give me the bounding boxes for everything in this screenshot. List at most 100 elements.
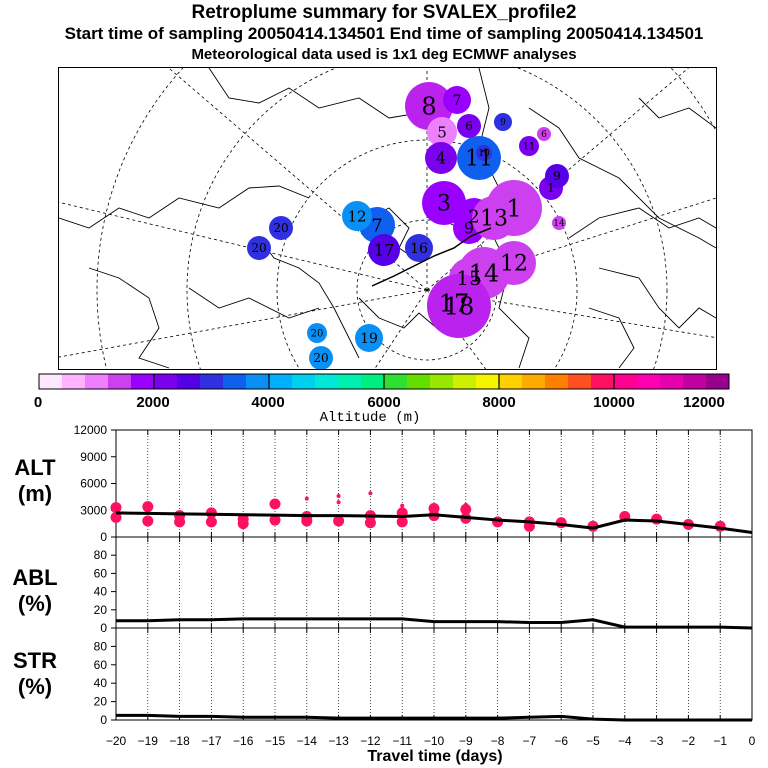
plume-label: 19	[360, 331, 378, 347]
coastline	[88, 267, 170, 369]
str-ytick-label: 60	[94, 658, 108, 672]
alt-plume-marker	[205, 516, 217, 528]
plume-marker	[492, 241, 536, 285]
str-ytick-label: 0	[100, 713, 107, 727]
colorbar-tick-label: 12000	[683, 394, 725, 411]
coastline	[188, 287, 320, 319]
alt-plume-marker	[269, 514, 281, 526]
abl-ytick-label: 20	[94, 603, 108, 617]
x-tick-label: −13	[328, 734, 349, 748]
alt-plume-marker	[492, 516, 504, 528]
colorbar-swatch	[292, 374, 316, 389]
alt-panel-label: ALT (m)	[0, 455, 70, 507]
str-ytick-label: 80	[94, 639, 108, 653]
alt-plume-marker	[463, 502, 468, 507]
colorbar-swatch	[315, 374, 339, 389]
plume-marker	[427, 117, 457, 147]
plume-label: 14	[469, 259, 500, 287]
colorbar-swatch	[453, 374, 477, 389]
colorbar-swatch	[200, 374, 224, 389]
alt-plume-marker	[110, 502, 122, 514]
plume-marker	[422, 181, 466, 225]
altitude-colorbar	[38, 373, 730, 390]
coastline	[568, 207, 716, 239]
x-tick-label: −7	[523, 734, 537, 748]
colorbar-swatch	[407, 374, 431, 389]
x-tick-label: −20	[106, 734, 127, 748]
sampling-times: Start time of sampling 20050414.134501 E…	[64, 24, 704, 43]
abl-ytick-label: 40	[94, 585, 108, 599]
plume-label: 4	[436, 149, 446, 168]
plume-label: 9	[553, 169, 561, 183]
colorbar-swatch	[338, 374, 362, 389]
colorbar-swatch	[591, 374, 615, 389]
alt-plume-marker	[304, 496, 309, 501]
alt-plume-marker	[396, 516, 408, 528]
x-axis-label: Travel time (days)	[367, 748, 503, 765]
plume-label: 6	[465, 119, 473, 133]
x-tick-label: −3	[650, 734, 664, 748]
str-ytick-label: 20	[94, 695, 108, 709]
plume-label: 20	[251, 241, 266, 255]
colorbar-swatch	[384, 374, 408, 389]
plume-marker	[428, 277, 480, 329]
str-panel-label: STR (%)	[0, 648, 70, 700]
x-tick-label: −6	[554, 734, 568, 748]
colorbar-swatch	[85, 374, 109, 389]
alt-plume-marker	[651, 513, 663, 525]
colorbar-swatch	[568, 374, 592, 389]
retroplume-map: 8 7 5 6 3 4 11 10 9 2 1 13 14 15 12 16 18 17 19 20 7 17 12 20 20…	[58, 67, 717, 370]
plume-label: 13	[480, 207, 508, 232]
colorbar-frame	[38, 373, 730, 390]
alt-plume-marker	[142, 501, 154, 513]
plume-label: 7	[453, 93, 462, 109]
colorbar-tick-label: 4000	[251, 394, 285, 411]
alt-plume-marker	[333, 515, 345, 527]
plume-marker	[476, 145, 492, 161]
str-series-line	[116, 713, 752, 722]
alt-plume-marker	[336, 500, 341, 505]
plume-label: 12	[500, 252, 528, 277]
colorbar-swatch	[476, 374, 500, 389]
colorbar-swatch	[154, 374, 178, 389]
meridian	[59, 201, 428, 291]
plume-marker	[537, 127, 551, 141]
abl-series-line	[116, 617, 753, 630]
colorbar-swatch	[660, 374, 684, 389]
plume-marker	[307, 323, 327, 343]
plume-label: 5	[437, 123, 447, 141]
abl-ytick-label: 60	[94, 566, 108, 580]
plume-label: 16	[410, 241, 428, 257]
plume-label: 6	[541, 130, 547, 140]
colorbar-swatch	[246, 374, 270, 389]
plume-marker	[309, 346, 333, 369]
plume-label: 2	[468, 206, 479, 227]
plume-label: 20	[311, 329, 324, 340]
x-tick-label: −2	[682, 734, 696, 748]
x-tick-label: −18	[169, 734, 190, 748]
plume-marker	[519, 136, 539, 156]
alt-plume-marker	[400, 503, 405, 508]
alt-plume-marker	[174, 516, 186, 528]
colorbar-swatch	[269, 374, 293, 389]
plume-label: 1	[506, 194, 521, 222]
plume-centroid-path	[371, 227, 492, 287]
colorbar-swatch	[522, 374, 546, 389]
colorbar-swatch	[614, 374, 638, 389]
plume-marker	[552, 216, 566, 230]
alt-plume-marker	[301, 515, 313, 527]
alt-ytick-label: 6000	[80, 477, 107, 491]
alt-panel-label-text: ALT (m)	[14, 455, 56, 506]
colorbar-swatch	[177, 374, 201, 389]
coastline	[258, 237, 360, 359]
alt-plume-marker	[336, 493, 341, 498]
plume-label: 15	[456, 266, 481, 290]
abl-panel-label-text: ABL (%)	[12, 565, 58, 616]
colorbar-swatch	[39, 374, 63, 389]
x-tick-label: −4	[618, 734, 632, 748]
plume-label: 20	[273, 221, 288, 235]
coastline	[208, 68, 420, 119]
colorbar-tick-label: 6000	[367, 394, 401, 411]
